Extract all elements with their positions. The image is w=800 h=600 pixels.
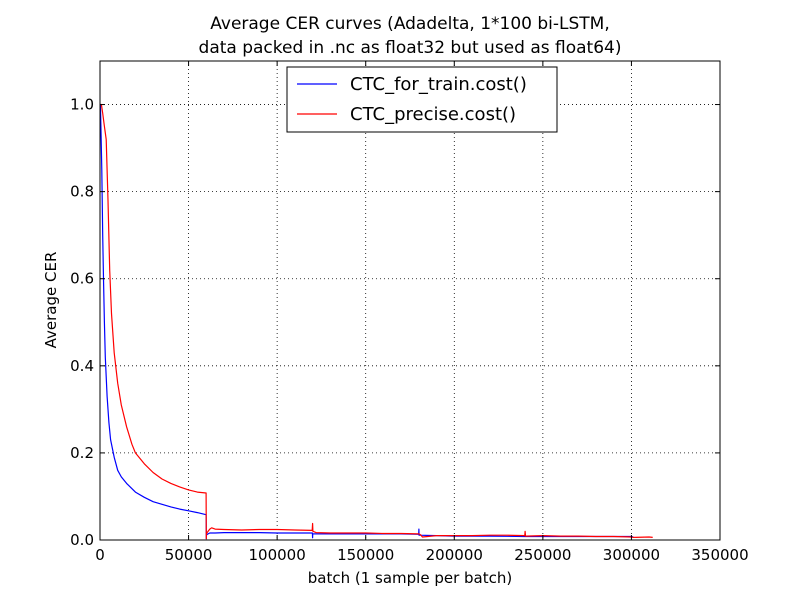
x-tick-label: 0 — [95, 546, 105, 564]
y-tick-label: 1.0 — [70, 96, 94, 114]
ticks: 0 50000 100000 150000 200000 250000 300000 3500… — [70, 61, 749, 564]
y-tick-label: 0.6 — [70, 270, 94, 288]
x-tick-label: 150000 — [337, 546, 394, 564]
x-axis-label: batch (1 sample per batch) — [308, 569, 512, 587]
x-tick-label: 350000 — [691, 546, 748, 564]
x-tick-label: 200000 — [426, 546, 483, 564]
legend-label-ctc-precise: CTC_precise.cost() — [350, 104, 516, 125]
y-tick-label: 0.4 — [70, 357, 94, 375]
x-tick-label: 50000 — [165, 546, 213, 564]
legend: CTC_for_train.cost() CTC_precise.cost() — [286, 66, 558, 133]
y-axis-label: Average CER — [42, 252, 60, 349]
plot-frame — [99, 60, 721, 541]
y-tick-label: 0.2 — [70, 444, 94, 462]
x-tick-label: 300000 — [603, 546, 660, 564]
plot-series — [99, 103, 653, 540]
x-tick-label: 250000 — [514, 546, 571, 564]
legend-box — [286, 66, 558, 133]
x-tick-label: 100000 — [249, 546, 306, 564]
series-line-1 — [100, 103, 653, 540]
legend-label-ctc-for-train: CTC_for_train.cost() — [350, 74, 527, 95]
y-tick-label: 0.8 — [70, 183, 94, 201]
chart-title-line-2: data packed in .nc as float32 but used a… — [199, 38, 622, 58]
series-line-0 — [99, 104, 634, 540]
y-tick-label: 0.0 — [70, 531, 94, 549]
grid — [100, 61, 720, 540]
chart-title-line-1: Average CER curves (Adadelta, 1*100 bi-L… — [210, 14, 610, 34]
